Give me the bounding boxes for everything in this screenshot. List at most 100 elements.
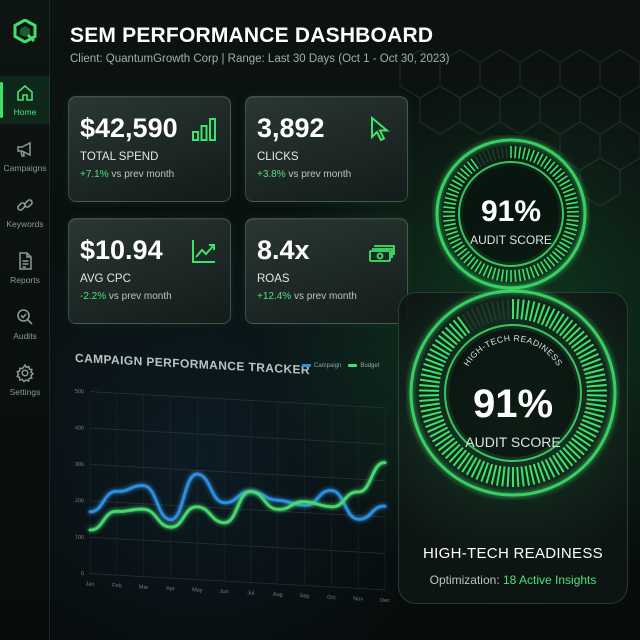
gauge-outer-ring bbox=[435, 138, 587, 290]
sidebar-item-audits[interactable]: Audits bbox=[0, 300, 50, 348]
sidebar-item-keywords[interactable]: Keywords bbox=[0, 188, 50, 236]
hex-pattern-decoration bbox=[399, 49, 640, 207]
trend-line-icon bbox=[192, 240, 215, 263]
gauge-tick bbox=[520, 299, 525, 320]
kpi-card-avg-cpc[interactable]: $10.94 AVG CPC -2.2% vs prev month bbox=[68, 218, 231, 324]
gauge-inner-ring bbox=[458, 161, 564, 267]
gauge-outer-ring bbox=[409, 289, 617, 497]
gauge-tick bbox=[506, 466, 510, 487]
gauge-tick bbox=[540, 306, 551, 326]
sidebar-item-campaigns[interactable]: Campaigns bbox=[0, 132, 50, 180]
legend-item-campaign[interactable]: Campaign bbox=[302, 363, 341, 369]
series-line-budget[interactable] bbox=[88, 446, 387, 546]
series-line-campaign[interactable] bbox=[88, 468, 387, 532]
gauge-tick bbox=[536, 304, 546, 324]
gauge-tick bbox=[470, 458, 482, 478]
chart-legend: Campaign Budget bbox=[302, 363, 379, 369]
gauge-tick bbox=[490, 464, 498, 485]
gauge-tick bbox=[449, 183, 462, 191]
x-tick-label: Dec bbox=[380, 598, 390, 602]
kpi-delta: -2.2% bbox=[80, 291, 107, 302]
sidebar-item-home[interactable]: Home bbox=[0, 76, 50, 124]
kpi-value: 3,892 bbox=[257, 113, 325, 143]
gauge-tick bbox=[501, 466, 506, 487]
kpi-label: TOTAL SPEND bbox=[80, 151, 159, 163]
gauge-tick bbox=[579, 353, 599, 364]
gauge-tick bbox=[524, 465, 531, 486]
gauge-tick bbox=[586, 389, 607, 392]
gauge-tick bbox=[427, 353, 447, 364]
gauge-tick bbox=[548, 310, 561, 330]
gauge-ring bbox=[435, 138, 587, 290]
gauge-tick bbox=[500, 146, 504, 159]
gauge-tick bbox=[478, 263, 486, 275]
gauge-tick bbox=[480, 462, 490, 482]
kpi-card-roas[interactable]: 8.4x ROAS +12.4% vs prev month bbox=[245, 218, 408, 324]
gauge-tick bbox=[525, 148, 531, 161]
kpi-delta: +7.1% bbox=[80, 169, 109, 180]
kpi-delta: +12.4% bbox=[257, 291, 292, 302]
gauge-tick bbox=[506, 299, 510, 320]
gauge-label: AUDIT SCORE bbox=[470, 233, 552, 247]
kpi-card-clicks[interactable]: 3,892 CLICKS +3.8% vs prev month bbox=[245, 96, 408, 202]
gauge-tick bbox=[544, 308, 556, 328]
gauge-tick bbox=[419, 394, 440, 397]
gauge-tick bbox=[549, 164, 559, 175]
gauge-tick bbox=[565, 226, 578, 232]
gauge-tick bbox=[475, 306, 486, 326]
gauge-tick bbox=[549, 253, 559, 264]
gauge-tick bbox=[560, 183, 573, 191]
y-tick-label: 200 bbox=[75, 498, 84, 505]
gauge-tick bbox=[425, 357, 445, 368]
gauge-tick bbox=[585, 406, 606, 413]
kpi-change-suffix: vs prev month bbox=[291, 291, 357, 302]
gauge-tick bbox=[570, 437, 589, 452]
gauge-tick bbox=[586, 383, 607, 388]
gauge-tick bbox=[421, 368, 442, 376]
kpi-card-total-spend[interactable]: $42,590 TOTAL SPEND +7.1% vs prev month bbox=[68, 96, 231, 202]
gauge-tick bbox=[419, 389, 440, 392]
gauge-tick bbox=[533, 264, 540, 277]
kpi-delta: +3.8% bbox=[257, 169, 286, 180]
legend-item-budget[interactable]: Budget bbox=[348, 363, 379, 369]
gauge-tick bbox=[443, 219, 456, 222]
quantum-logo-icon[interactable] bbox=[13, 19, 37, 43]
gauge-tick bbox=[532, 463, 541, 484]
gauge-tick bbox=[559, 179, 571, 187]
gauge-tick bbox=[461, 454, 474, 473]
sidebar-item-reports[interactable]: Reports bbox=[0, 244, 50, 292]
y-tick-label: 400 bbox=[75, 425, 84, 432]
audit-score-gauge-top[interactable]: 91% AUDIT SCORE bbox=[432, 135, 590, 293]
gauge-tick bbox=[543, 258, 552, 270]
kpi-change-suffix: vs prev month bbox=[285, 169, 352, 180]
gauge-tick bbox=[573, 433, 592, 447]
gauge-tick bbox=[543, 158, 552, 170]
gauge-tick bbox=[575, 343, 595, 356]
kpi-value: $42,590 bbox=[80, 113, 178, 143]
gauge-tick bbox=[564, 230, 576, 236]
sidebar-item-label: Settings bbox=[9, 387, 41, 397]
gauge-tick bbox=[533, 151, 540, 164]
gauge-tick bbox=[501, 299, 506, 320]
gauge-tick bbox=[429, 348, 449, 360]
campaign-performance-chart[interactable]: Jan Feb Mar Apr May Jun Jul Aug Sep Oct Nov Dec 0 10… bbox=[60, 372, 400, 602]
gauge-tick bbox=[521, 147, 526, 160]
gauge-tick bbox=[556, 244, 568, 253]
gauge-tick bbox=[577, 348, 597, 360]
active-insights-link[interactable]: 18 Active Insights bbox=[502, 573, 597, 587]
gauge-tick bbox=[568, 440, 585, 456]
x-tick-label: Jan bbox=[86, 581, 95, 587]
gauge-tick bbox=[419, 383, 440, 388]
gauge-tick bbox=[495, 465, 502, 486]
y-tick-label: 100 bbox=[75, 534, 84, 541]
x-tick-label: Apr bbox=[166, 586, 175, 592]
money-stack-icon bbox=[369, 245, 395, 262]
gauge-tick bbox=[434, 339, 453, 353]
gauge-tick bbox=[496, 268, 501, 281]
gauge-tick bbox=[529, 149, 536, 162]
audit-score-gauge-main[interactable]: HIGH-TECH READINESS 91% AUDIT SCORE bbox=[406, 286, 620, 500]
gauge-tick bbox=[586, 394, 607, 397]
gauge-tick bbox=[463, 253, 473, 264]
sidebar-item-settings[interactable]: Settings bbox=[0, 356, 50, 404]
gauge-tick bbox=[528, 464, 536, 485]
